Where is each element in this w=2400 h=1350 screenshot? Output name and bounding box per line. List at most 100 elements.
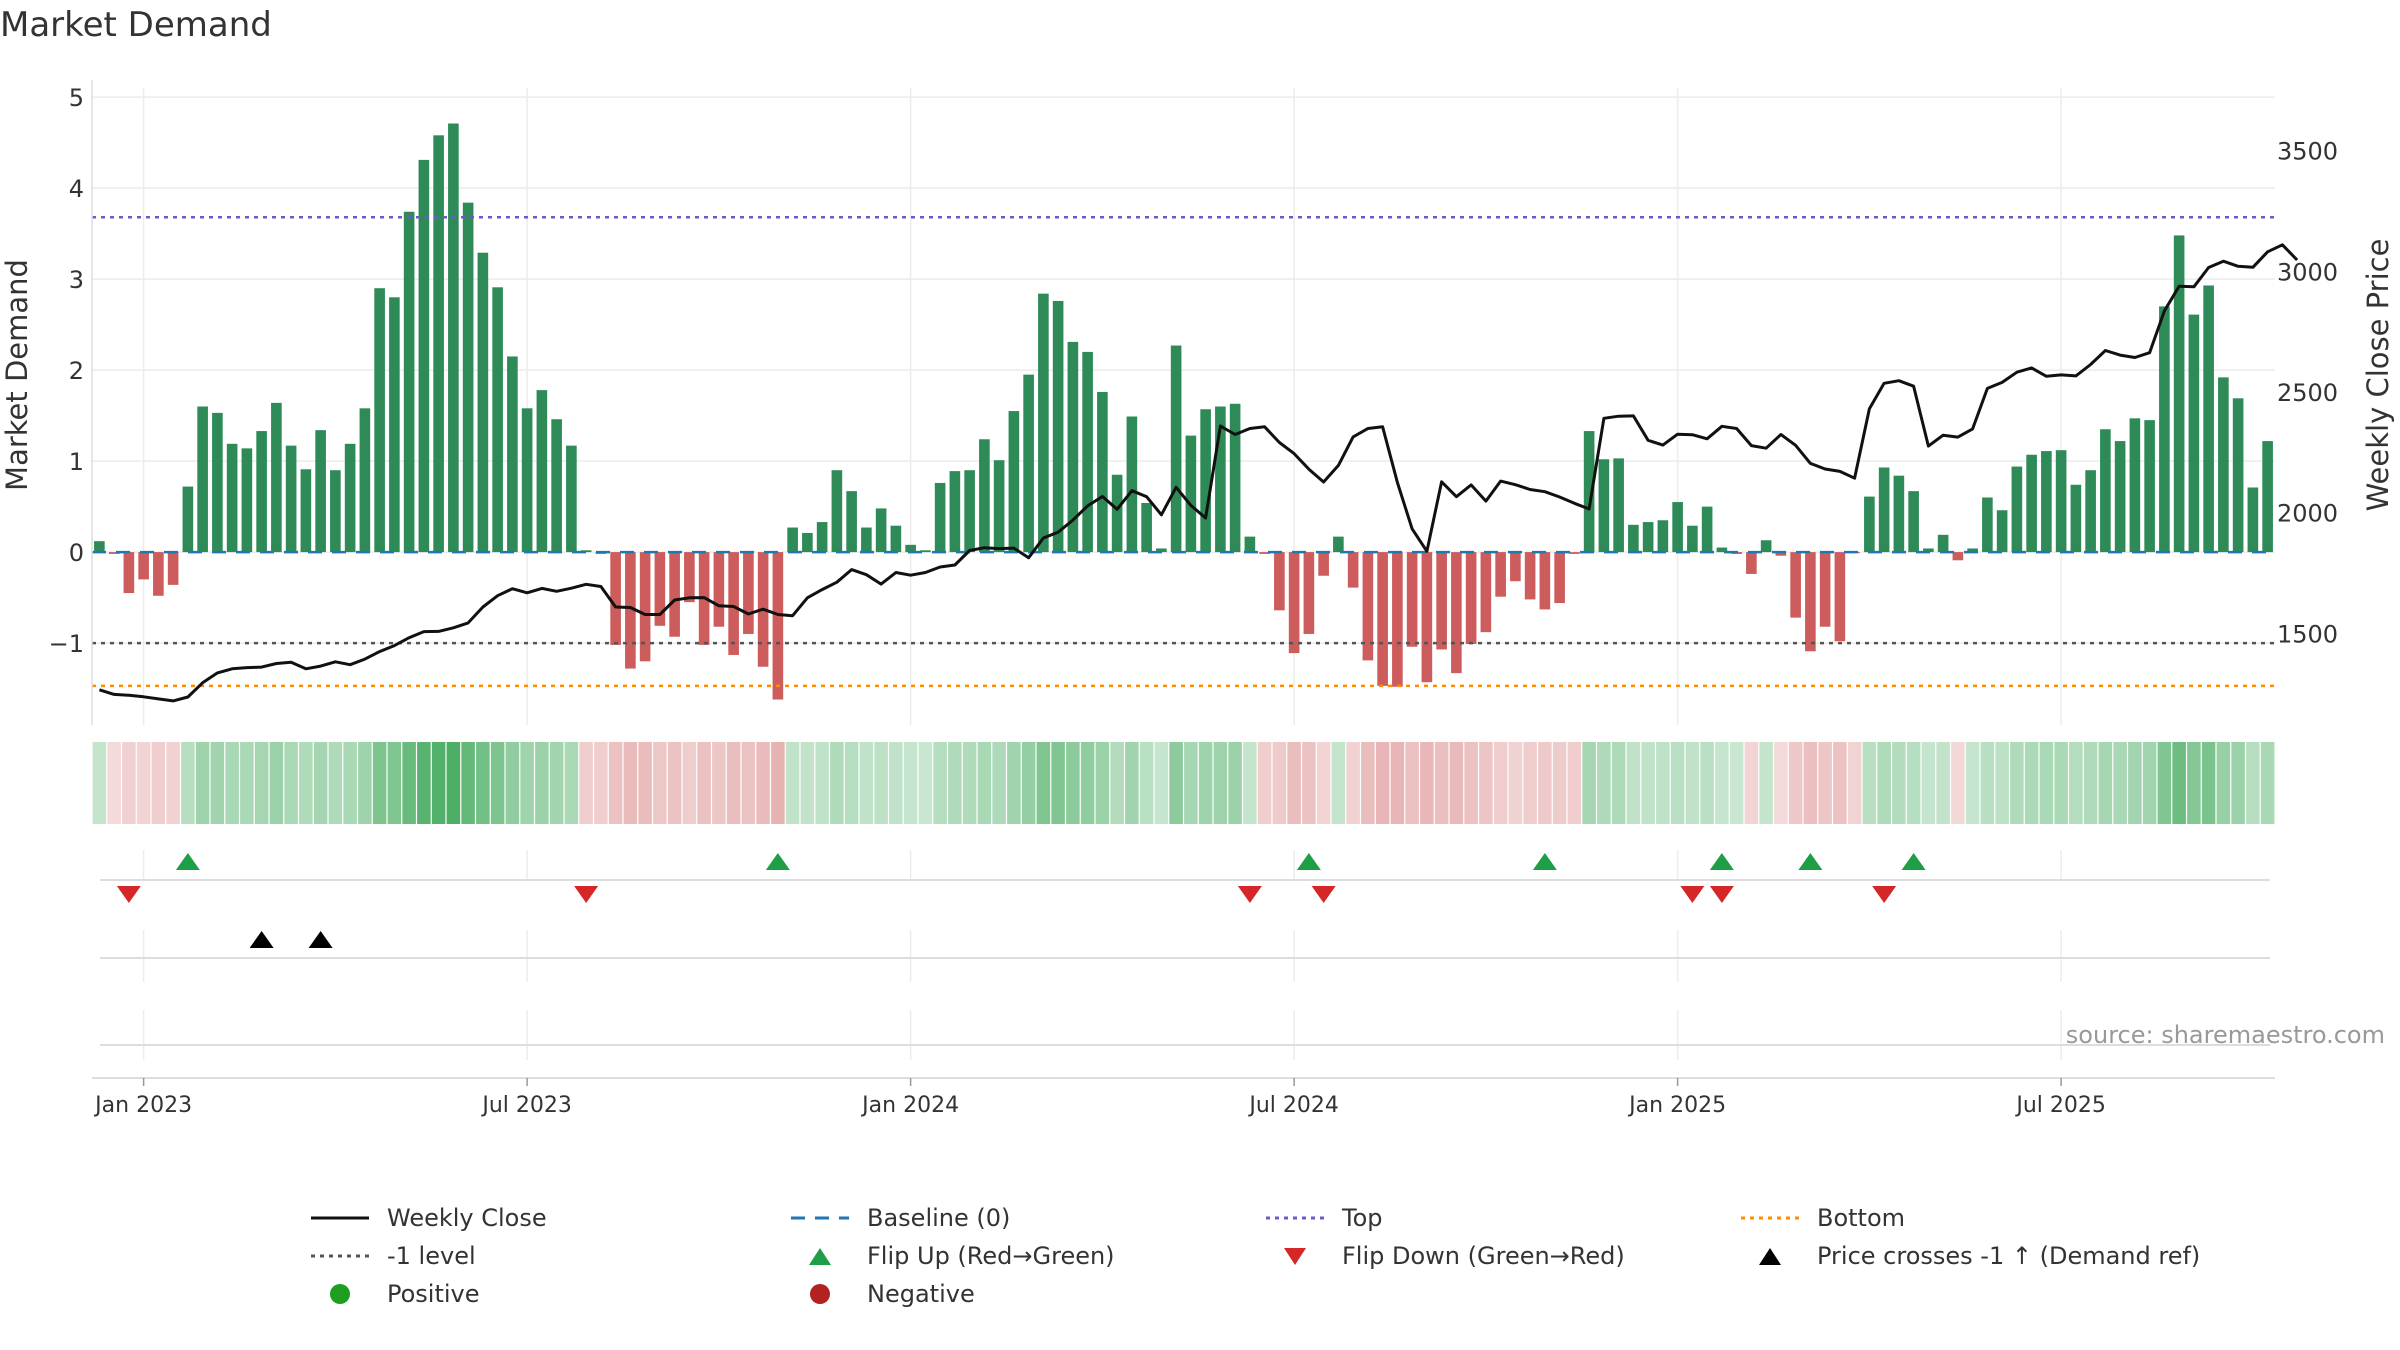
demand-bar [492, 287, 503, 553]
demand-bar [1170, 345, 1182, 553]
x-tick-label: Jul 2024 [1247, 1093, 1339, 1118]
strip-cell [579, 742, 593, 824]
strip-cell [1951, 742, 1965, 824]
demand-bar [1406, 552, 1418, 647]
demand-bar [625, 552, 636, 669]
demand-bar [566, 445, 577, 553]
strip-cell [741, 742, 756, 824]
demand-bar [1746, 552, 1757, 574]
strip-cell [962, 742, 977, 824]
demand-bar [1421, 552, 1433, 683]
demand-bar [1819, 552, 1831, 627]
demand-bar [167, 552, 179, 585]
demand-bar [831, 470, 843, 553]
strip-cell [638, 742, 652, 824]
demand-bar [462, 202, 474, 553]
y2-tick-label: 3000 [2277, 258, 2338, 286]
x-tick-label: Jan 2024 [860, 1093, 959, 1118]
legend-label: Top [1342, 1204, 1383, 1232]
strip-cell [225, 742, 239, 824]
strip-cell [2069, 742, 2083, 824]
strip-cell [328, 742, 343, 824]
demand-bar [300, 469, 312, 553]
strip-cell [1198, 742, 1213, 824]
y2-tick-label: 3500 [2277, 138, 2338, 166]
strip-cell [2231, 742, 2245, 824]
demand-bar [1628, 524, 1639, 553]
demand-bar [521, 408, 533, 553]
legend-label: Weekly Close [387, 1204, 547, 1232]
demand-bar [1569, 552, 1580, 554]
strip-cell [697, 742, 711, 824]
demand-bar [344, 443, 356, 553]
demand-bar [2262, 441, 2273, 553]
demand-bar [2218, 377, 2229, 553]
strip-cell [1626, 742, 1641, 824]
legend-item: Price crosses -1 ↑ (Demand ref) [1735, 1238, 2200, 1274]
strip-cell [1095, 742, 1110, 824]
strip-cell [1169, 742, 1183, 824]
strip-cell [1257, 742, 1272, 824]
strip-cell [933, 742, 947, 824]
demand-bar [241, 448, 253, 553]
demand-bar [330, 470, 341, 553]
strip-cell [1774, 742, 1788, 824]
demand-bar [1244, 536, 1256, 553]
demand-bar [1864, 496, 1875, 553]
reference-lines [92, 215, 2275, 688]
demand-bar [1008, 411, 1020, 553]
demand-bar [1510, 552, 1521, 582]
strip-cell [461, 742, 475, 824]
price-line-layer [98, 243, 2299, 703]
y-tick-label: 2 [69, 357, 84, 385]
demand-bar [964, 470, 975, 553]
demand-bar [1967, 548, 1978, 553]
strip-cell [446, 742, 461, 824]
strip-cell [402, 742, 416, 824]
demand-bar [979, 439, 990, 553]
legend-label: Positive [387, 1280, 480, 1308]
demand-bar [2232, 398, 2244, 553]
demand-bar [949, 471, 961, 553]
legend-label: Negative [867, 1280, 975, 1308]
strip-cell [1434, 742, 1449, 824]
strip-cell [1213, 742, 1228, 824]
strip-cell [1759, 742, 1773, 824]
legend-swatch-icon [305, 1200, 375, 1236]
demand-bar [1952, 552, 1964, 561]
demand-bar [787, 527, 798, 553]
strip-cell [1936, 742, 1950, 824]
legend-item: Negative [785, 1276, 975, 1312]
strip-cell [1995, 742, 2009, 824]
demand-bar [477, 252, 489, 553]
strip-cell [1154, 742, 1169, 824]
strip-cell [903, 742, 918, 824]
flip-up-marker [1296, 853, 1321, 870]
strip-cell [1744, 742, 1759, 824]
strip-cell [1656, 742, 1670, 824]
strip-cell [1021, 742, 1036, 824]
flip-down-marker [1709, 886, 1734, 903]
demand-bar [816, 522, 828, 553]
demand-bar [1657, 520, 1669, 553]
strip-cell [1597, 742, 1611, 824]
strip-cell [2098, 742, 2113, 824]
flip-up-marker [1532, 853, 1557, 870]
flip-up-marker [765, 853, 790, 870]
demand-bar [1288, 552, 1300, 654]
strip-cell [623, 742, 638, 824]
strip-cell [844, 742, 859, 824]
strip-cell [1715, 742, 1729, 824]
strip-cell [505, 742, 520, 824]
strip-cell [1331, 742, 1346, 824]
demand-bar [551, 419, 562, 553]
legend-label: Baseline (0) [867, 1204, 1011, 1232]
demand-bar [197, 406, 208, 553]
strip-cell [1346, 742, 1360, 824]
strip-cell [1803, 742, 1818, 824]
price-cross-marker [249, 931, 274, 948]
strip-cell [549, 742, 564, 824]
strip-cell [785, 742, 800, 824]
strip-cell [358, 742, 372, 824]
strip-cell [815, 742, 829, 824]
